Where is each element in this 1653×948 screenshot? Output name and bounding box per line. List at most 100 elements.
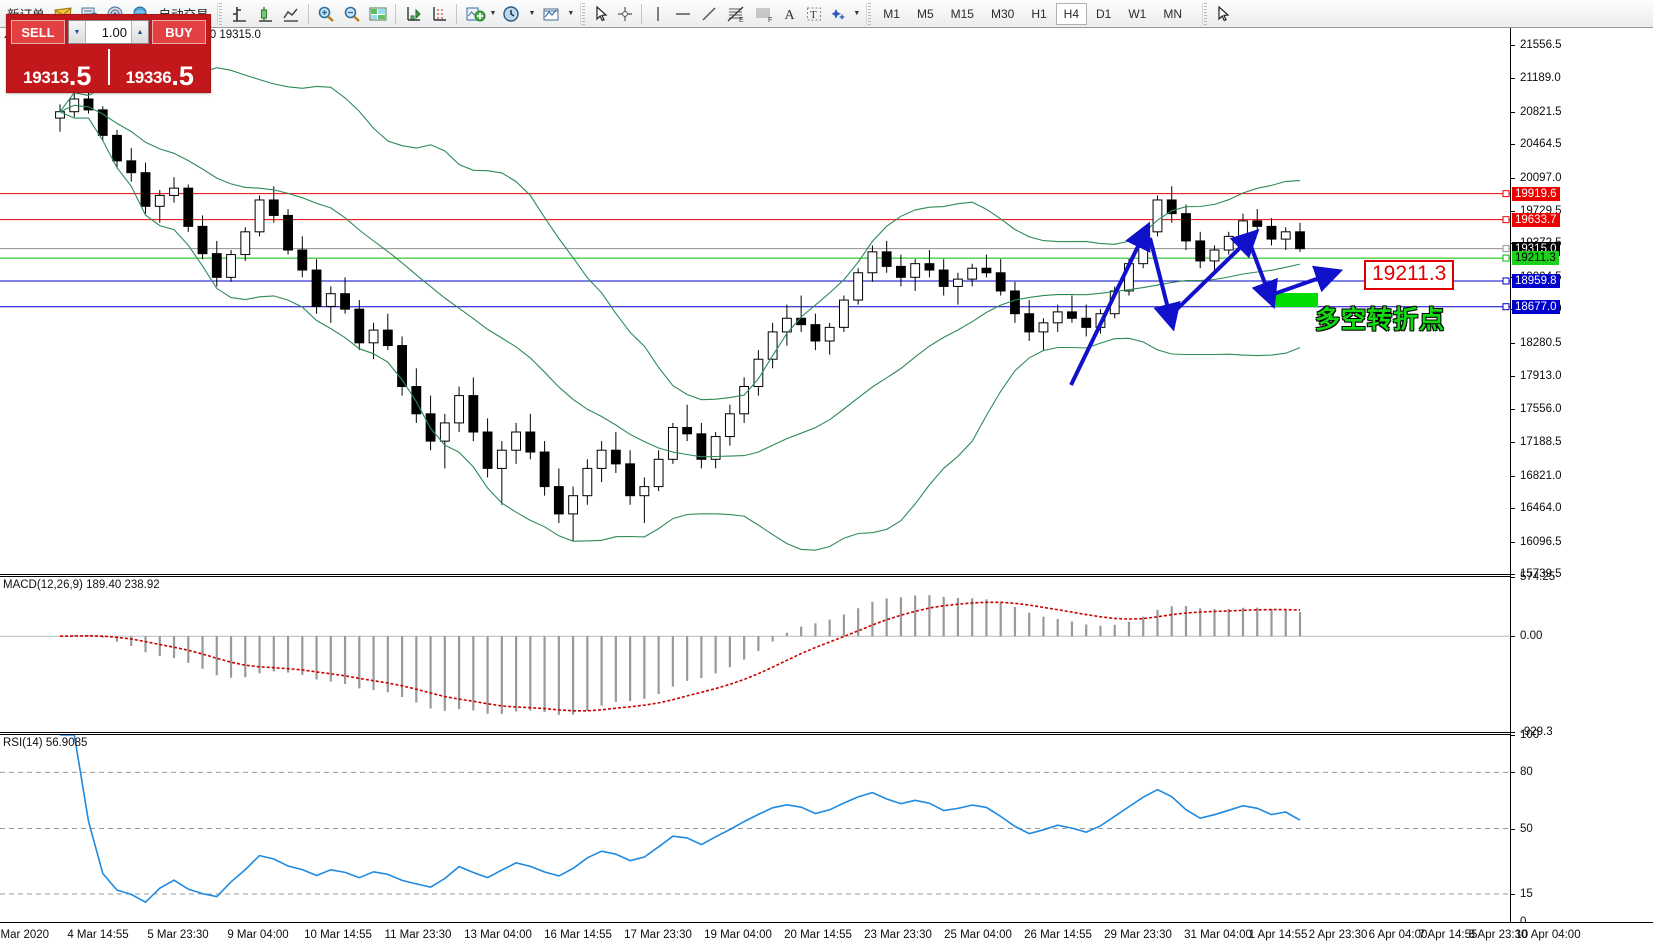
price-pane[interactable] [0,28,1653,574]
time-tick: 16 Mar 14:55 [544,929,612,941]
timeframe-d1[interactable]: D1 [1096,6,1112,21]
timeframe-group: M1 M5 M15 M30 H1 H4 D1 W1 MN [875,2,1190,25]
timeframe-h4[interactable]: H4 [1055,2,1087,25]
one-click-trading-panel[interactable]: SELL ▼ 1.00 ▲ BUY 19313 .5 19336 .5 [6,14,211,93]
toolbar-separator-3 [455,3,457,24]
timeframe-m5[interactable]: M5 [916,6,934,21]
price-tick: 21189.0 [1511,72,1561,84]
price-callout-box[interactable]: 19211.3 [1364,260,1455,291]
toolbar-grip-4[interactable] [1202,2,1209,25]
toolbar-grip-3[interactable] [866,2,873,25]
horizontal-line-icon[interactable] [670,2,696,26]
bar-chart-icon[interactable] [226,2,252,26]
price-tick: 17188.5 [1511,436,1562,448]
price-level-label[interactable]: 18959.8 [1512,273,1560,288]
chevron-down-icon[interactable]: ▼ [489,10,497,17]
text-icon[interactable]: T [802,2,826,26]
price-tick: 16464.0 [1511,502,1562,514]
cursor-icon[interactable] [589,2,613,26]
line-chart-icon[interactable] [278,2,304,26]
timeframe-w1[interactable]: W1 [1128,6,1147,21]
volume-increment-icon[interactable]: ▲ [131,21,148,43]
macd-pane[interactable] [0,577,1653,732]
vertical-line-icon[interactable] [646,2,670,26]
bollinger-upper [59,67,1301,401]
time-tick: 7 Apr 14:55 [1418,929,1478,941]
rsi-plot [0,735,1510,904]
sell-price[interactable]: 19313 .5 [7,45,108,89]
zoom-in-icon[interactable] [313,2,339,26]
text-label-icon[interactable]: A [778,2,802,26]
macd-tick: 0.00 [1511,630,1542,642]
buy-button[interactable]: BUY [152,20,206,44]
price-level-label[interactable]: 19633.7 [1512,212,1560,227]
indicators-icon[interactable]: ▼ [461,2,500,26]
rsi-label: RSI(14) 56.9085 [3,737,88,749]
timeframe-m30[interactable]: M30 [990,6,1015,21]
toolbar-separator-1 [307,3,309,24]
pane-separator-rsi[interactable] [0,732,1653,735]
trendline-icon[interactable] [696,2,722,26]
data-window-icon[interactable] [400,2,426,26]
timeframe-m1[interactable]: M1 [883,6,900,21]
bollinger-middle [59,104,1301,458]
svg-text:F: F [768,17,772,23]
oct-prices-row: 19313 .5 19336 .5 [7,45,210,89]
fibonacci-icon[interactable]: E [722,2,750,26]
level-handle [1502,216,1510,224]
objects-icon[interactable]: ▼ [826,2,863,26]
price-level-label[interactable]: 19919.6 [1512,186,1560,201]
price-axis[interactable]: 21556.5 21189.0 20821.5 20464.5 20097.0 19729… [1510,28,1653,948]
macd-plot [0,595,1510,715]
toolbar-grip-2[interactable] [580,2,587,25]
chevron-down-icon[interactable]: ▼ [853,10,861,17]
crosshair-icon[interactable] [613,2,637,26]
svg-text:A: A [785,8,796,23]
toolbar-grip-1[interactable] [216,2,223,25]
level-handle [1502,254,1510,262]
price-tick: 18280.5 [1511,337,1562,349]
support-zone-rectangle[interactable] [1275,293,1318,307]
level-handle [1502,190,1510,198]
turning-point-note[interactable]: 多空转折点 [1315,305,1446,334]
svg-text:T: T [810,9,817,21]
candlestick-icon[interactable] [252,2,278,26]
templates-icon[interactable]: ▼ [538,2,577,26]
price-level-label[interactable]: 18677.0 [1512,299,1560,314]
chevron-down-icon[interactable]: ▼ [528,10,536,17]
timeframe-m15[interactable]: M15 [950,6,974,21]
pane-separator-macd[interactable] [0,574,1653,577]
buy-price[interactable]: 19336 .5 [110,45,211,89]
equidistant-channel-icon[interactable]: F [750,2,778,26]
time-tick: 10 Apr 04:00 [1515,929,1581,941]
volume-value[interactable]: 1.00 [101,24,127,40]
zoom-out-icon[interactable] [339,2,365,26]
price-level-label[interactable]: 19211.3 [1512,251,1559,266]
main-toolbar: 新订单 自动交易 [0,0,1653,28]
time-tick: 1 Apr 14:55 [1248,929,1308,941]
timeframe-mn[interactable]: MN [1163,6,1183,21]
sell-price-integer: 19313 [23,68,69,87]
time-axis[interactable]: 3 Mar 2020 4 Mar 14:55 5 Mar 23:30 9 Mar 04… [0,922,1653,948]
volume-decrement-icon[interactable]: ▼ [69,21,86,43]
price-tick: 16821.0 [1511,470,1562,482]
time-tick: 25 Mar 04:00 [944,929,1012,941]
grid-icon[interactable] [426,2,452,26]
time-tick: 6 Apr 04:00 [1368,929,1428,941]
pointer-icon[interactable] [1211,2,1235,26]
price-tick: 20464.5 [1511,138,1562,150]
price-tick: 17913.0 [1511,370,1562,382]
tile-windows-icon[interactable] [365,2,391,26]
timeframe-h1[interactable]: H1 [1031,6,1047,21]
period-icon[interactable]: ▼ [499,2,538,26]
chart-canvas-area[interactable]: JPN225-,H4_19322.5 19330.0 19310.0 19315… [0,28,1653,948]
time-tick: 17 Mar 23:30 [624,929,692,941]
time-tick: 10 Mar 14:55 [304,929,372,941]
sell-button[interactable]: SELL [11,20,65,44]
rsi-pane[interactable] [0,735,1653,922]
time-tick: 29 Mar 23:30 [1104,929,1172,941]
volume-stepper[interactable]: ▼ 1.00 ▲ [68,20,149,44]
chevron-down-icon[interactable]: ▼ [567,10,575,17]
time-tick: 4 Mar 14:55 [67,929,129,941]
